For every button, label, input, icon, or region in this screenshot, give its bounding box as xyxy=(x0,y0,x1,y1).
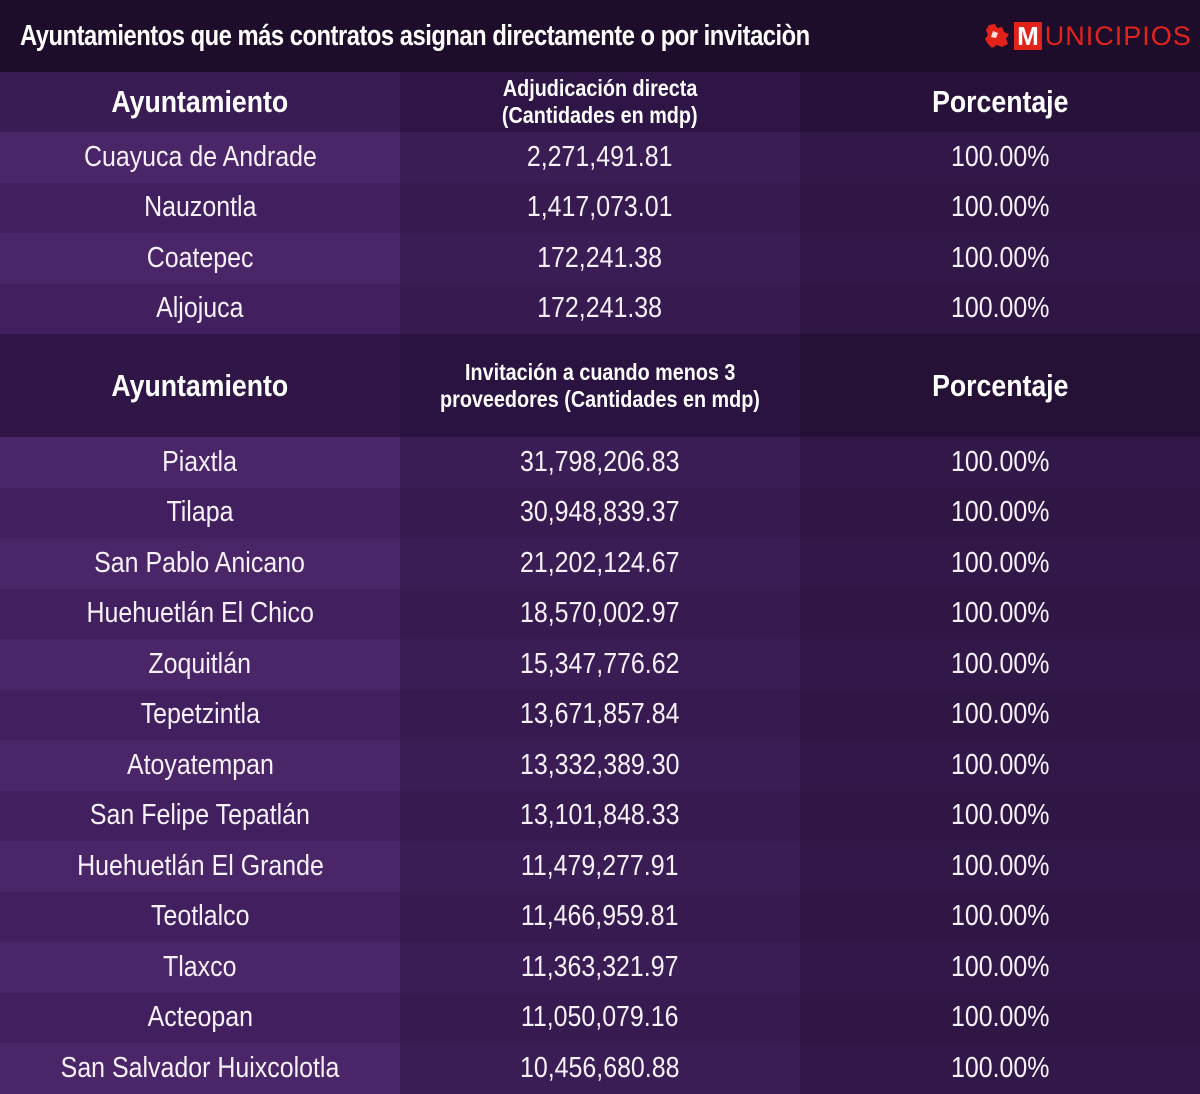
percent-cell: 100.00% xyxy=(800,790,1200,841)
header-ayuntamiento: Ayuntamiento xyxy=(0,72,400,132)
logo-text: UNICIPIOS xyxy=(1044,20,1192,51)
municipality-cell: Cuayuca de Andrade xyxy=(0,132,400,183)
municipality-cell: Atoyatempan xyxy=(0,740,400,791)
percent-cell: 100.00% xyxy=(800,992,1200,1043)
percent-cell: 100.00% xyxy=(800,487,1200,538)
percent-cell: 100.00% xyxy=(800,639,1200,690)
percent-cell: 100.00% xyxy=(800,437,1200,488)
amount-cell: 10,456,680.88 xyxy=(400,1043,800,1094)
table-row: Tilapa 30,948,839.37 100.00% xyxy=(0,487,1200,538)
contracts-table: Ayuntamiento Adjudicación directa (Canti… xyxy=(0,72,1200,1094)
amount-cell: 11,050,079.16 xyxy=(400,992,800,1043)
percent-cell: 100.00% xyxy=(800,891,1200,942)
table-row: San Pablo Anicano 21,202,124.67 100.00% xyxy=(0,538,1200,589)
table-row: Coatepec 172,241.38 100.00% xyxy=(0,233,1200,284)
municipality-cell: Zoquitlán xyxy=(0,639,400,690)
table-row: Teotlalco 11,466,959.81 100.00% xyxy=(0,891,1200,942)
amount-cell: 11,466,959.81 xyxy=(400,891,800,942)
amount-cell: 11,479,277.91 xyxy=(400,841,800,892)
municipality-cell: Nauzontla xyxy=(0,182,400,233)
municipality-cell: Tilapa xyxy=(0,487,400,538)
amount-cell: 172,241.38 xyxy=(400,233,800,284)
percent-cell: 100.00% xyxy=(800,841,1200,892)
table-row: Huehuetlán El Grande 11,479,277.91 100.00% xyxy=(0,841,1200,892)
municipality-cell: San Salvador Huixcolotla xyxy=(0,1043,400,1094)
percent-cell: 100.00% xyxy=(800,588,1200,639)
municipality-cell: Acteopan xyxy=(0,992,400,1043)
percent-cell: 100.00% xyxy=(800,132,1200,183)
table-row: Zoquitlán 15,347,776.62 100.00% xyxy=(0,639,1200,690)
percent-cell: 100.00% xyxy=(800,1043,1200,1094)
amount-cell: 31,798,206.83 xyxy=(400,437,800,488)
logo-letter-m: M xyxy=(1014,22,1042,50)
percent-cell: 100.00% xyxy=(800,233,1200,284)
title-bar: Ayuntamientos que más contratos asignan … xyxy=(0,0,1200,72)
municipality-cell: Tlaxco xyxy=(0,942,400,993)
header-invitacion: Invitación a cuando menos 3 proveedores (… xyxy=(400,334,800,437)
amount-cell: 2,271,491.81 xyxy=(400,132,800,183)
page-title: Ayuntamientos que más contratos asignan … xyxy=(20,19,810,52)
percent-cell: 100.00% xyxy=(800,182,1200,233)
percent-cell: 100.00% xyxy=(800,942,1200,993)
table-row: San Salvador Huixcolotla 10,456,680.88 100… xyxy=(0,1043,1200,1094)
table-row: Atoyatempan 13,332,389.30 100.00% xyxy=(0,740,1200,791)
table-row: Tlaxco 11,363,321.97 100.00% xyxy=(0,942,1200,993)
table-row: Acteopan 11,050,079.16 100.00% xyxy=(0,992,1200,1043)
header-porcentaje: Porcentaje xyxy=(800,72,1200,132)
table-row: Aljojuca 172,241.38 100.00% xyxy=(0,283,1200,334)
amount-cell: 21,202,124.67 xyxy=(400,538,800,589)
amount-cell: 172,241.38 xyxy=(400,283,800,334)
header-ayuntamiento: Ayuntamiento xyxy=(0,334,400,437)
amount-cell: 18,570,002.97 xyxy=(400,588,800,639)
table-row: Huehuetlán El Chico 18,570,002.97 100.00% xyxy=(0,588,1200,639)
amount-cell: 13,101,848.33 xyxy=(400,790,800,841)
puebla-map-icon xyxy=(985,24,1010,48)
amount-cell: 1,417,073.01 xyxy=(400,182,800,233)
amount-cell: 11,363,321.97 xyxy=(400,942,800,993)
table-row: Tepetzintla 13,671,857.84 100.00% xyxy=(0,689,1200,740)
municipality-cell: Aljojuca xyxy=(0,283,400,334)
section1-header: Ayuntamiento Adjudicación directa (Canti… xyxy=(0,72,1200,132)
municipios-logo: M UNICIPIOS xyxy=(983,21,1192,52)
percent-cell: 100.00% xyxy=(800,283,1200,334)
municipality-cell: San Pablo Anicano xyxy=(0,538,400,589)
table-row: San Felipe Tepatlán 13,101,848.33 100.00% xyxy=(0,790,1200,841)
municipality-cell: Teotlalco xyxy=(0,891,400,942)
table-row: Nauzontla 1,417,073.01 100.00% xyxy=(0,182,1200,233)
percent-cell: 100.00% xyxy=(800,538,1200,589)
municipality-cell: Coatepec xyxy=(0,233,400,284)
table-row: Piaxtla 31,798,206.83 100.00% xyxy=(0,437,1200,488)
amount-cell: 15,347,776.62 xyxy=(400,639,800,690)
municipality-cell: San Felipe Tepatlán xyxy=(0,790,400,841)
municipality-cell: Piaxtla xyxy=(0,437,400,488)
amount-cell: 30,948,839.37 xyxy=(400,487,800,538)
amount-cell: 13,671,857.84 xyxy=(400,689,800,740)
table-row: Cuayuca de Andrade 2,271,491.81 100.00% xyxy=(0,132,1200,183)
percent-cell: 100.00% xyxy=(800,689,1200,740)
header-adjudicacion: Adjudicación directa (Cantidades en mdp) xyxy=(400,72,800,132)
municipality-cell: Tepetzintla xyxy=(0,689,400,740)
header-porcentaje: Porcentaje xyxy=(800,334,1200,437)
municipality-cell: Huehuetlán El Grande xyxy=(0,841,400,892)
amount-cell: 13,332,389.30 xyxy=(400,740,800,791)
percent-cell: 100.00% xyxy=(800,740,1200,791)
municipality-cell: Huehuetlán El Chico xyxy=(0,588,400,639)
